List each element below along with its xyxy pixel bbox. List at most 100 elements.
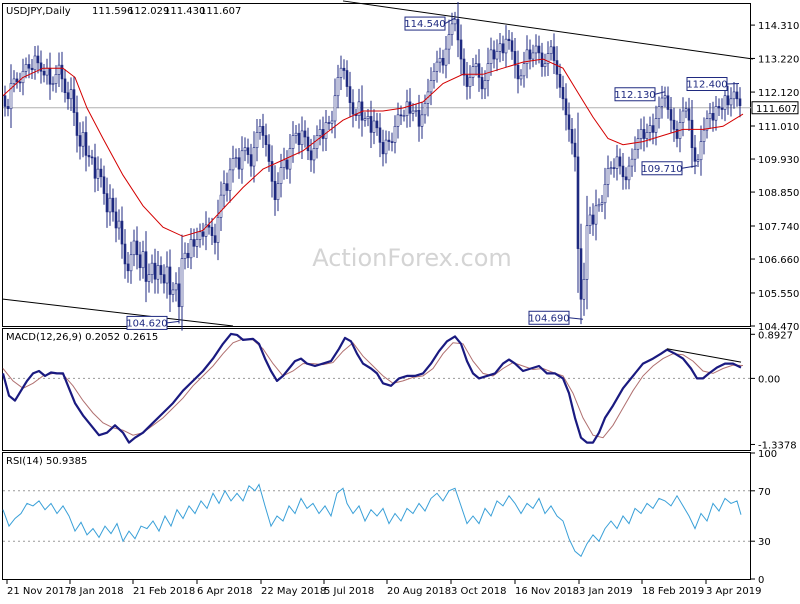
ohlc-open: 111.596 [92, 6, 133, 17]
candle [699, 125, 703, 176]
candle [669, 97, 673, 133]
ohlc-close: 111.607 [200, 6, 241, 17]
annotation-label: 112.400 [686, 80, 727, 91]
candle [552, 33, 556, 75]
candle [630, 148, 634, 177]
candle [306, 127, 310, 161]
candles [3, 2, 742, 331]
candle [270, 145, 274, 198]
candle [51, 76, 55, 92]
candle [636, 129, 640, 159]
candle [735, 84, 739, 107]
candle [204, 211, 208, 251]
candle [339, 55, 343, 90]
candle [153, 248, 157, 294]
annotation-high-2018: 114.540 [404, 16, 456, 31]
x-tick-label: 3 Apr 2019 [706, 586, 761, 597]
candle [603, 167, 607, 220]
candle [645, 123, 649, 148]
price-y-tick-label: 113.220 [758, 54, 799, 65]
macd-trendline [666, 348, 742, 363]
price-panel-frame [2, 3, 751, 327]
annotation-low-2019: 104.690 [528, 310, 584, 325]
macd-panel-frame [2, 328, 751, 451]
candle [666, 86, 670, 119]
candle [444, 35, 448, 79]
candle [81, 121, 85, 158]
candle [501, 35, 505, 61]
candle [342, 59, 346, 80]
x-tick-label: 3 Jan 2019 [579, 586, 633, 597]
candle [525, 35, 529, 79]
candle [84, 116, 88, 172]
candle [378, 113, 382, 158]
price-y-tick-label: 112.120 [758, 88, 799, 99]
candle [120, 206, 124, 259]
candle [78, 122, 82, 160]
candle [288, 133, 292, 184]
candle [198, 223, 202, 248]
candle [147, 263, 151, 293]
ohlc-high: 112.029 [128, 6, 169, 17]
candle [657, 96, 661, 129]
candle [267, 134, 271, 172]
candle [585, 195, 589, 310]
candle [36, 45, 40, 74]
macd-plot [1, 332, 751, 444]
candle [261, 113, 265, 148]
candle [216, 199, 220, 261]
x-tick-label: 8 Jan 2018 [70, 586, 124, 597]
candle [18, 72, 22, 93]
annotation-swing-low: 109.710 [641, 161, 698, 176]
candle [642, 116, 646, 152]
x-tick-label: 18 Feb 2019 [642, 586, 704, 597]
candle [87, 145, 91, 167]
candle [375, 112, 379, 136]
candle [708, 102, 712, 130]
candle [537, 35, 541, 64]
candle [90, 149, 94, 165]
candle [96, 156, 100, 192]
candle [162, 264, 166, 294]
candle [543, 53, 547, 77]
candle [510, 32, 514, 60]
candle [720, 98, 724, 120]
candle [696, 154, 700, 167]
candle [489, 37, 493, 76]
candle [9, 64, 13, 128]
candle [330, 110, 334, 134]
price-y-tick-label: 114.310 [758, 21, 799, 32]
annotation-label: 104.620 [126, 318, 167, 329]
candle [693, 134, 697, 175]
candle [600, 195, 604, 213]
candle [15, 72, 19, 89]
candle [285, 150, 289, 179]
candle [417, 94, 421, 142]
candle [246, 138, 250, 164]
candle [168, 249, 172, 313]
price-y-tick-label: 106.660 [758, 255, 799, 266]
candle [300, 116, 304, 160]
candle [432, 63, 436, 89]
candle [294, 125, 298, 144]
candle [582, 262, 586, 316]
candle [627, 156, 631, 190]
macd-signal-line [2, 338, 744, 439]
candle [60, 51, 64, 93]
candle [369, 100, 373, 149]
rsi-y-tick-label: 0 [758, 575, 764, 586]
rsi-title: RSI(14) 50.9385 [6, 456, 87, 467]
candle [591, 203, 595, 236]
candle [660, 85, 664, 119]
candle [276, 172, 280, 212]
rsi-y-tick-label: 30 [758, 537, 771, 548]
rsi-line [2, 483, 742, 558]
candle [504, 25, 508, 68]
candle [201, 222, 205, 246]
candle [597, 198, 601, 212]
price-y-tick-label: 111.010 [758, 122, 799, 133]
candle [675, 120, 679, 148]
price-y-tick-label: 104.470 [758, 322, 799, 333]
candle [717, 98, 721, 116]
candle [429, 67, 433, 106]
